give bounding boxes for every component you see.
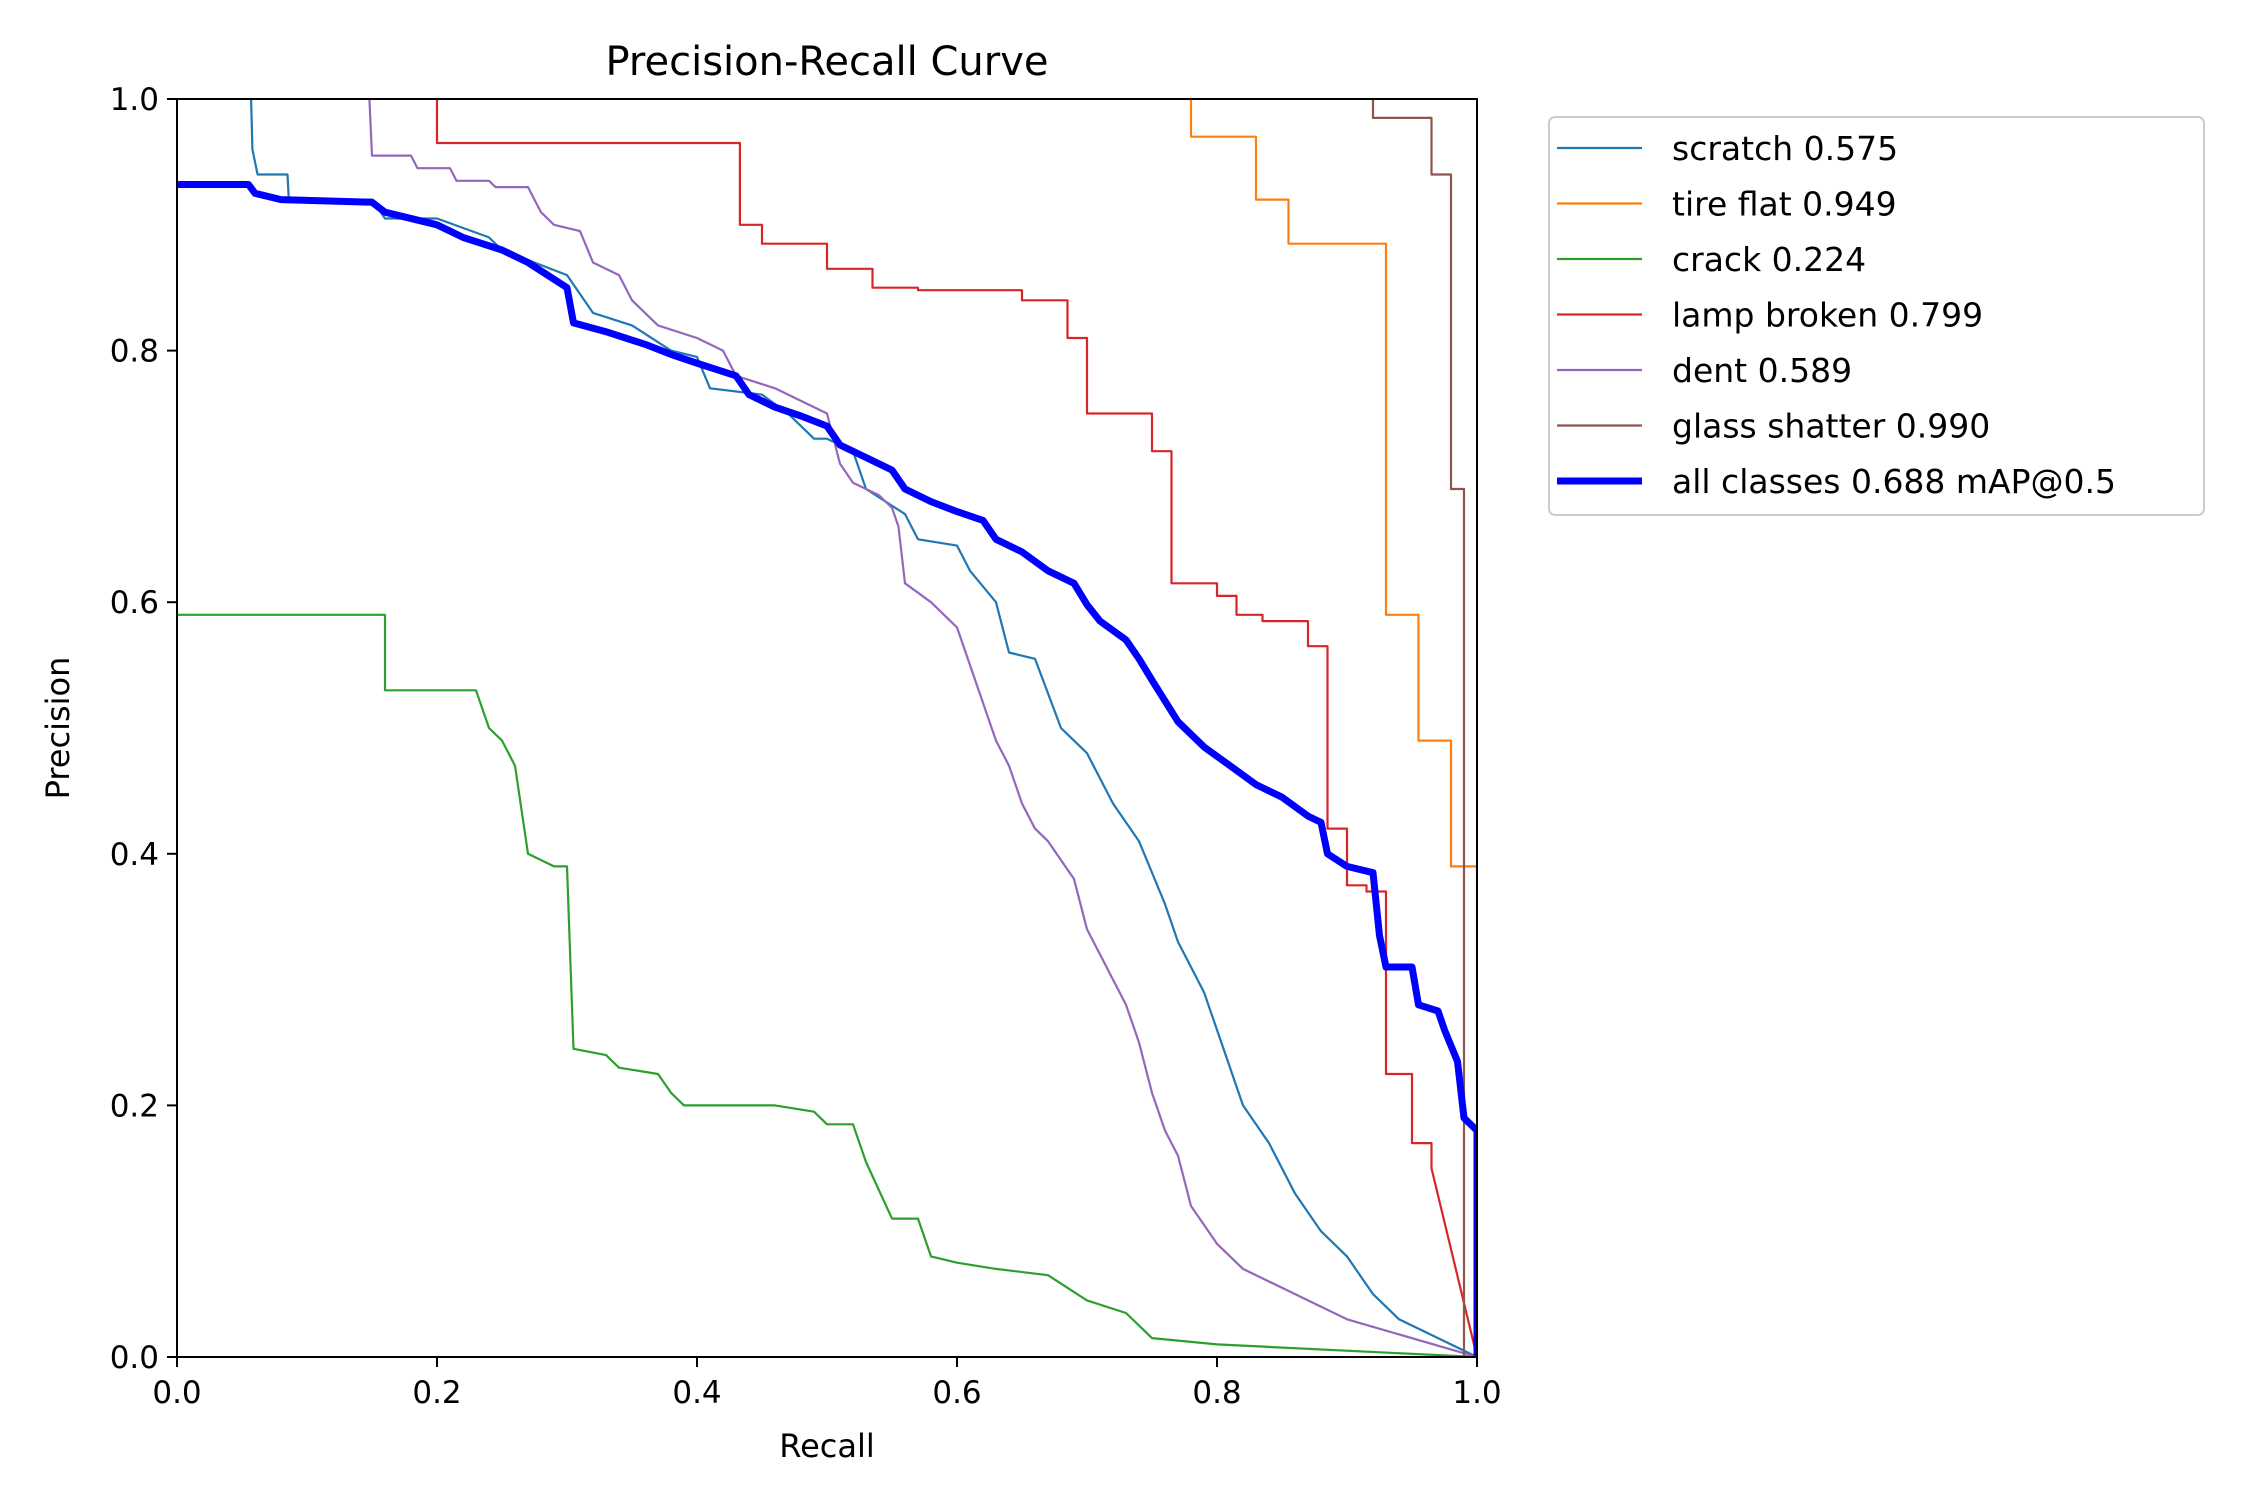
y-tick-label: 0.4: [110, 837, 159, 873]
legend-label: tire flat 0.949: [1672, 185, 1897, 224]
x-tick-label: 0.2: [412, 1375, 461, 1411]
series-layer: [177, 99, 1477, 1357]
axis-ticks: 0.0 0.2 0.4 0.6 0.8 1.0 0.0 0.2 0.4 0.6 0.8 1.0: [110, 82, 1502, 1411]
y-tick-label: 0.0: [110, 1340, 159, 1376]
y-axis-label: Precision: [39, 657, 77, 800]
legend: scratch 0.575 tire flat 0.949 crack 0.224 l…: [1548, 116, 2205, 516]
series-line-glass: [1371, 99, 1466, 1357]
legend-label: crack 0.224: [1672, 240, 1866, 279]
series-line-tire: [1189, 99, 1477, 1357]
legend-frame: [1548, 116, 2205, 516]
x-tick-label: 0.8: [1192, 1375, 1241, 1411]
series-line-crack: [177, 613, 1477, 1357]
x-axis-label: Recall: [779, 1427, 874, 1465]
legend-label: scratch 0.575: [1672, 129, 1898, 168]
legend-label: dent 0.589: [1672, 351, 1852, 390]
legend-label: all classes 0.688 mAP@0.5: [1672, 462, 2116, 501]
x-tick-label: 1.0: [1452, 1375, 1501, 1411]
plot-frame: [176, 98, 1478, 1358]
chart-title: Precision-Recall Curve: [606, 39, 1049, 85]
y-tick-label: 1.0: [110, 82, 159, 118]
y-tick-label: 0.8: [110, 334, 159, 370]
y-tick-label: 0.2: [110, 1088, 159, 1124]
legend-label: glass shatter 0.990: [1672, 407, 1990, 446]
x-tick-label: 0.4: [672, 1375, 721, 1411]
series-line-lamp: [435, 99, 1477, 1357]
series-line-scratch: [250, 99, 1477, 1357]
series-line-dent: [368, 99, 1477, 1357]
y-tick-label: 0.6: [110, 585, 159, 621]
x-tick-label: 0.6: [932, 1375, 981, 1411]
x-tick-label: 0.0: [152, 1375, 201, 1411]
series-line-all-all: [177, 181, 1477, 1357]
legend-label: lamp broken 0.799: [1672, 296, 1983, 335]
